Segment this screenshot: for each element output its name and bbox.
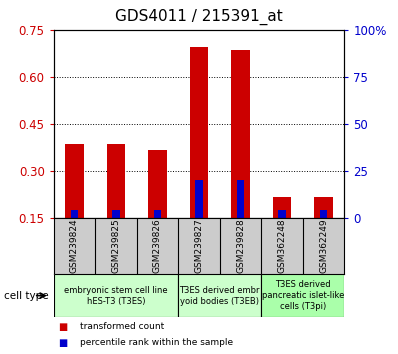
Text: GSM239826: GSM239826: [153, 219, 162, 273]
Bar: [261, 274, 344, 317]
Text: cell type: cell type: [4, 291, 49, 301]
Bar: [148, 150, 167, 218]
Bar: [71, 210, 78, 218]
Bar: [320, 210, 327, 218]
Text: ■: ■: [58, 322, 67, 332]
Text: T3ES derived embr
yoid bodies (T3EB): T3ES derived embr yoid bodies (T3EB): [179, 286, 260, 306]
Text: T3ES derived
pancreatic islet-like
cells (T3pi): T3ES derived pancreatic islet-like cells…: [261, 280, 344, 311]
Bar: [112, 210, 120, 218]
Text: embryonic stem cell line
hES-T3 (T3ES): embryonic stem cell line hES-T3 (T3ES): [64, 286, 168, 306]
Bar: [190, 47, 208, 218]
Text: percentile rank within the sample: percentile rank within the sample: [80, 338, 233, 347]
Text: GSM239825: GSM239825: [111, 219, 121, 273]
Bar: [178, 274, 261, 317]
Text: GDS4011 / 215391_at: GDS4011 / 215391_at: [115, 9, 283, 25]
Text: ■: ■: [58, 338, 67, 348]
Text: GSM239828: GSM239828: [236, 219, 245, 273]
Bar: [195, 180, 203, 218]
Bar: [314, 198, 333, 218]
Text: transformed count: transformed count: [80, 322, 164, 331]
Bar: [154, 210, 161, 218]
Bar: [107, 144, 125, 218]
Bar: [65, 144, 84, 218]
Bar: [231, 50, 250, 218]
Text: GSM362248: GSM362248: [277, 219, 287, 273]
Text: GSM239827: GSM239827: [195, 219, 203, 273]
Text: GSM239824: GSM239824: [70, 219, 79, 273]
Bar: [278, 210, 286, 218]
Bar: [273, 198, 291, 218]
Bar: [237, 180, 244, 218]
Text: GSM362249: GSM362249: [319, 219, 328, 273]
Bar: [54, 274, 178, 317]
